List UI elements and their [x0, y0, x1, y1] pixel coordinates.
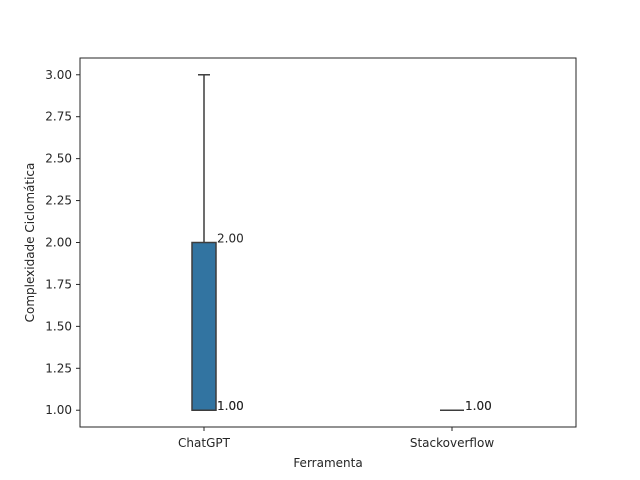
y-tick-label: 3.00 — [45, 68, 72, 82]
plot-marks — [191, 74, 464, 411]
y-tick-label: 2.50 — [45, 152, 72, 166]
y-tick-label: 1.00 — [45, 403, 72, 417]
value-annotation: 1.00 — [217, 399, 244, 413]
x-tick-label: Stackoverflow — [410, 436, 494, 450]
value-annotations: 2.001.001.00 1.001.00 — [217, 232, 492, 414]
value-annotation: 2.00 — [217, 232, 244, 246]
y-tick-label: 2.25 — [45, 194, 72, 208]
y-axis-label: Complexidade Ciclomática — [23, 163, 37, 323]
y-tick-label: 2.00 — [45, 236, 72, 250]
x-axis-ticks: ChatGPT Stackoverflow — [178, 427, 494, 450]
y-tick-label: 2.75 — [45, 110, 72, 124]
x-tick-label: ChatGPT — [178, 436, 231, 450]
y-tick-label: 1.25 — [45, 361, 72, 375]
value-annotation: 1.00 — [465, 399, 492, 413]
y-axis-ticks: 1.00 1.25 1.50 1.75 2.00 2.25 2.50 2.75 3.00 — [45, 68, 80, 417]
value-annotation: 1.00 — [465, 399, 492, 413]
y-tick-label: 1.50 — [45, 319, 72, 333]
box-chatgpt — [191, 74, 217, 411]
y-tick-label: 1.75 — [45, 277, 72, 291]
x-axis-label: Ferramenta — [293, 456, 362, 470]
box-iqr — [191, 241, 217, 411]
value-annotation: 1.00 — [217, 399, 244, 413]
